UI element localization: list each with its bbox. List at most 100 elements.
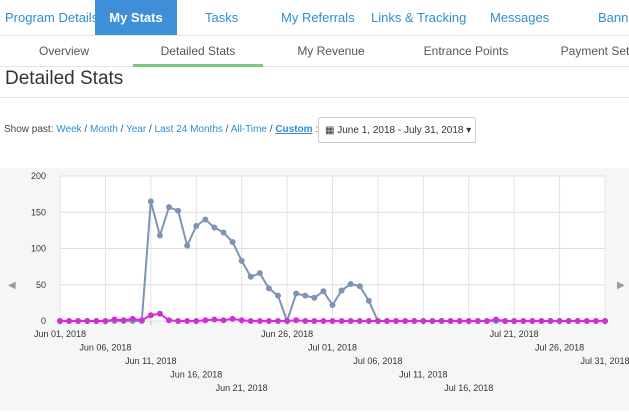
- data-point: [483, 318, 490, 324]
- data-point: [365, 318, 372, 324]
- data-point: [411, 318, 418, 324]
- filter-prefix: Show past:: [4, 124, 54, 135]
- data-point: [429, 318, 436, 324]
- x-tick-label: Jun 06, 2018: [79, 343, 131, 353]
- data-point: [529, 318, 536, 324]
- data-point: [147, 198, 154, 205]
- time-filters: Show past: Week / Month / Year / Last 24…: [4, 124, 319, 135]
- x-tick-label: Jun 21, 2018: [216, 383, 268, 393]
- filter-suffix: :: [315, 124, 319, 135]
- data-point: [256, 270, 263, 277]
- data-point: [202, 216, 209, 223]
- data-point: [474, 318, 481, 324]
- filter-year[interactable]: Year: [125, 124, 147, 135]
- date-range-label: June 1, 2018 - July 31, 2018: [337, 125, 464, 136]
- data-point: [393, 318, 400, 324]
- data-point: [93, 318, 100, 324]
- data-point: [420, 318, 427, 324]
- data-point: [193, 223, 200, 230]
- data-point: [193, 318, 200, 324]
- x-tick-label: Jul 11, 2018: [399, 370, 447, 380]
- x-tick-label: Jul 06, 2018: [353, 356, 402, 366]
- data-point: [184, 242, 191, 249]
- data-point: [602, 318, 608, 324]
- x-tick-label: Jun 26, 2018: [261, 329, 313, 339]
- y-tick-label: 0: [41, 316, 46, 326]
- caret-down-icon: ▾: [466, 125, 472, 136]
- data-point: [166, 317, 172, 324]
- data-point: [220, 317, 227, 324]
- data-point: [211, 316, 218, 323]
- filter-all-time[interactable]: All-Time: [230, 124, 267, 135]
- data-point: [202, 317, 209, 324]
- nav-links-tracking[interactable]: Links & Tracking: [371, 10, 467, 25]
- filter-custom[interactable]: Custom: [275, 124, 313, 135]
- data-point: [238, 257, 245, 264]
- data-point: [166, 204, 172, 211]
- data-point: [384, 318, 390, 324]
- data-point: [102, 318, 109, 324]
- filter-week[interactable]: Week: [56, 124, 82, 135]
- data-point: [156, 310, 163, 317]
- date-range-picker[interactable]: ▦ June 1, 2018 - July 31, 2018 ▾: [318, 117, 476, 143]
- data-point: [66, 318, 73, 324]
- data-point: [465, 318, 472, 324]
- filter-last-24-months[interactable]: Last 24 Months: [154, 124, 223, 135]
- tab-my-revenue[interactable]: My Revenue: [297, 44, 365, 58]
- tab-payment-settings[interactable]: Payment Setti: [560, 44, 629, 58]
- data-point: [220, 229, 227, 236]
- x-tick-label: Jun 16, 2018: [170, 370, 222, 380]
- right-arrow-icon[interactable]: ▶: [617, 280, 625, 291]
- data-point: [320, 288, 327, 295]
- nav-program-details[interactable]: Program Details: [5, 10, 99, 25]
- data-point: [84, 318, 91, 324]
- tab-entrance-points[interactable]: Entrance Points: [423, 44, 509, 58]
- data-point: [247, 273, 254, 280]
- data-point: [547, 318, 554, 324]
- top-nav: Program Details My Stats Tasks My Referr…: [0, 0, 629, 36]
- data-point: [293, 290, 300, 297]
- data-point: [265, 318, 272, 324]
- data-point: [111, 316, 118, 323]
- tab-overview[interactable]: Overview: [38, 44, 89, 58]
- filter-month[interactable]: Month: [90, 124, 118, 135]
- x-tick-label: Jul 31, 2018: [580, 356, 629, 366]
- data-point: [538, 318, 545, 324]
- data-point: [574, 318, 581, 324]
- nav-tasks[interactable]: Tasks: [205, 10, 239, 25]
- data-point: [256, 318, 263, 324]
- data-point: [493, 316, 499, 323]
- data-point: [229, 238, 236, 245]
- data-point: [438, 318, 445, 324]
- data-point: [320, 318, 327, 324]
- x-tick-label: Jul 26, 2018: [535, 343, 584, 353]
- data-point: [293, 317, 300, 324]
- data-point: [556, 318, 563, 324]
- nav-my-referrals[interactable]: My Referrals: [281, 10, 355, 25]
- left-arrow-icon[interactable]: ◀: [8, 280, 16, 291]
- data-point: [302, 318, 309, 324]
- data-point: [247, 318, 254, 324]
- x-tick-label: Jul 01, 2018: [308, 343, 357, 353]
- data-point: [565, 318, 572, 324]
- y-tick-label: 100: [31, 244, 46, 254]
- nav-banners[interactable]: Banne: [598, 10, 629, 25]
- data-point: [447, 318, 454, 324]
- data-point: [365, 297, 372, 304]
- data-point: [456, 318, 463, 324]
- chart-area: ◀ ▶ 0 50 100 150 200 Jun 01, 2018 Jun 06, 2018…: [0, 168, 629, 411]
- nav-my-stats[interactable]: My Stats: [95, 0, 177, 35]
- data-point: [265, 285, 272, 292]
- sub-tabs: Overview Detailed Stats My Revenue Entra…: [0, 36, 629, 67]
- data-point: [311, 294, 318, 301]
- data-point: [356, 318, 363, 324]
- x-tick-label: Jun 01, 2018: [34, 329, 86, 339]
- x-tick-label: Jul 16, 2018: [444, 383, 493, 393]
- data-point: [511, 318, 518, 324]
- data-point: [520, 318, 527, 324]
- data-point: [284, 318, 291, 324]
- data-point: [57, 318, 63, 324]
- tab-detailed-stats[interactable]: Detailed Stats: [133, 36, 263, 67]
- data-point: [211, 224, 218, 231]
- nav-messages[interactable]: Messages: [490, 10, 550, 25]
